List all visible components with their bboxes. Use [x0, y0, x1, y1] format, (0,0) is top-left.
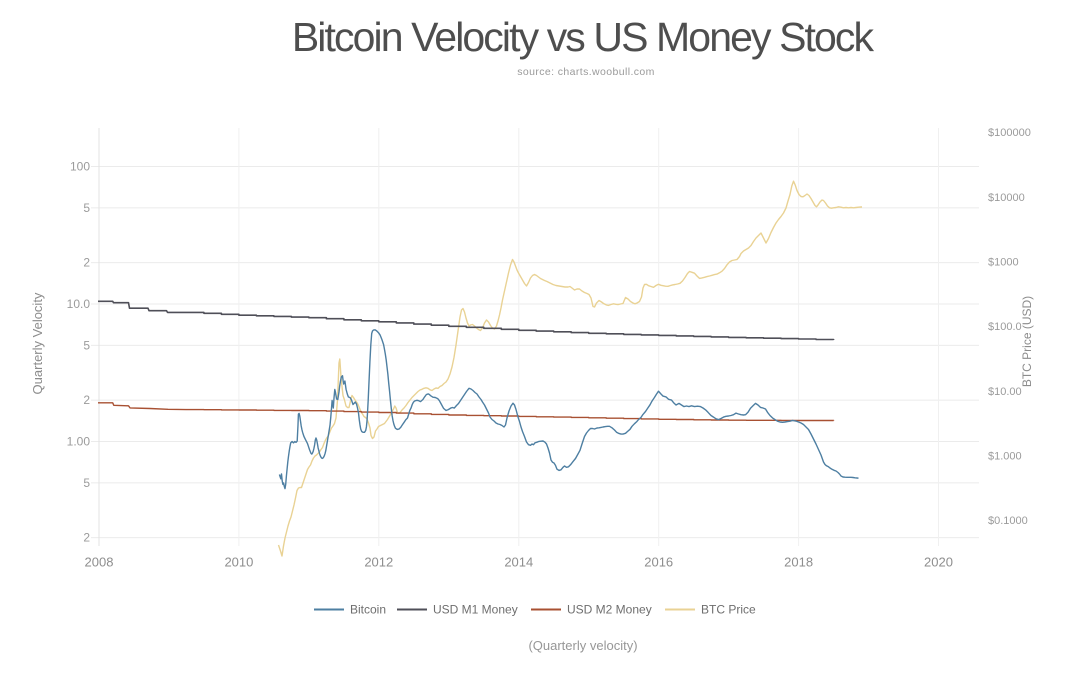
- svg-text:$10.00: $10.00: [988, 386, 1022, 398]
- svg-text:$100.0: $100.0: [988, 321, 1022, 333]
- svg-text:USD M1 Money: USD M1 Money: [433, 603, 518, 617]
- svg-text:BTC Price: BTC Price: [701, 603, 756, 617]
- svg-text:100: 100: [70, 160, 90, 174]
- svg-text:$0.1000: $0.1000: [988, 515, 1028, 527]
- svg-text:1.00: 1.00: [67, 435, 91, 449]
- svg-text:2: 2: [83, 531, 90, 545]
- svg-text:2: 2: [83, 256, 90, 270]
- svg-text:5: 5: [83, 338, 90, 352]
- svg-text:Quarterly Velocity: Quarterly Velocity: [30, 292, 45, 394]
- svg-text:5: 5: [83, 476, 90, 490]
- svg-text:5: 5: [83, 201, 90, 215]
- svg-text:2018: 2018: [784, 555, 813, 570]
- svg-text:2008: 2008: [85, 555, 114, 570]
- svg-text:2016: 2016: [644, 555, 673, 570]
- svg-text:2: 2: [83, 393, 90, 407]
- svg-text:2014: 2014: [504, 555, 533, 570]
- svg-text:BTC Price (USD): BTC Price (USD): [1020, 296, 1034, 387]
- svg-text:2010: 2010: [224, 555, 253, 570]
- svg-text:2012: 2012: [364, 555, 393, 570]
- svg-text:2020: 2020: [924, 555, 953, 570]
- svg-text:USD M2 Money: USD M2 Money: [567, 603, 652, 617]
- svg-text:$1.000: $1.000: [988, 450, 1022, 462]
- svg-text:$100000: $100000: [988, 127, 1031, 139]
- svg-text:$1000: $1000: [988, 257, 1019, 269]
- svg-text:Bitcoin: Bitcoin: [350, 603, 386, 617]
- svg-text:$10000: $10000: [988, 192, 1025, 204]
- svg-text:10.0: 10.0: [67, 297, 91, 311]
